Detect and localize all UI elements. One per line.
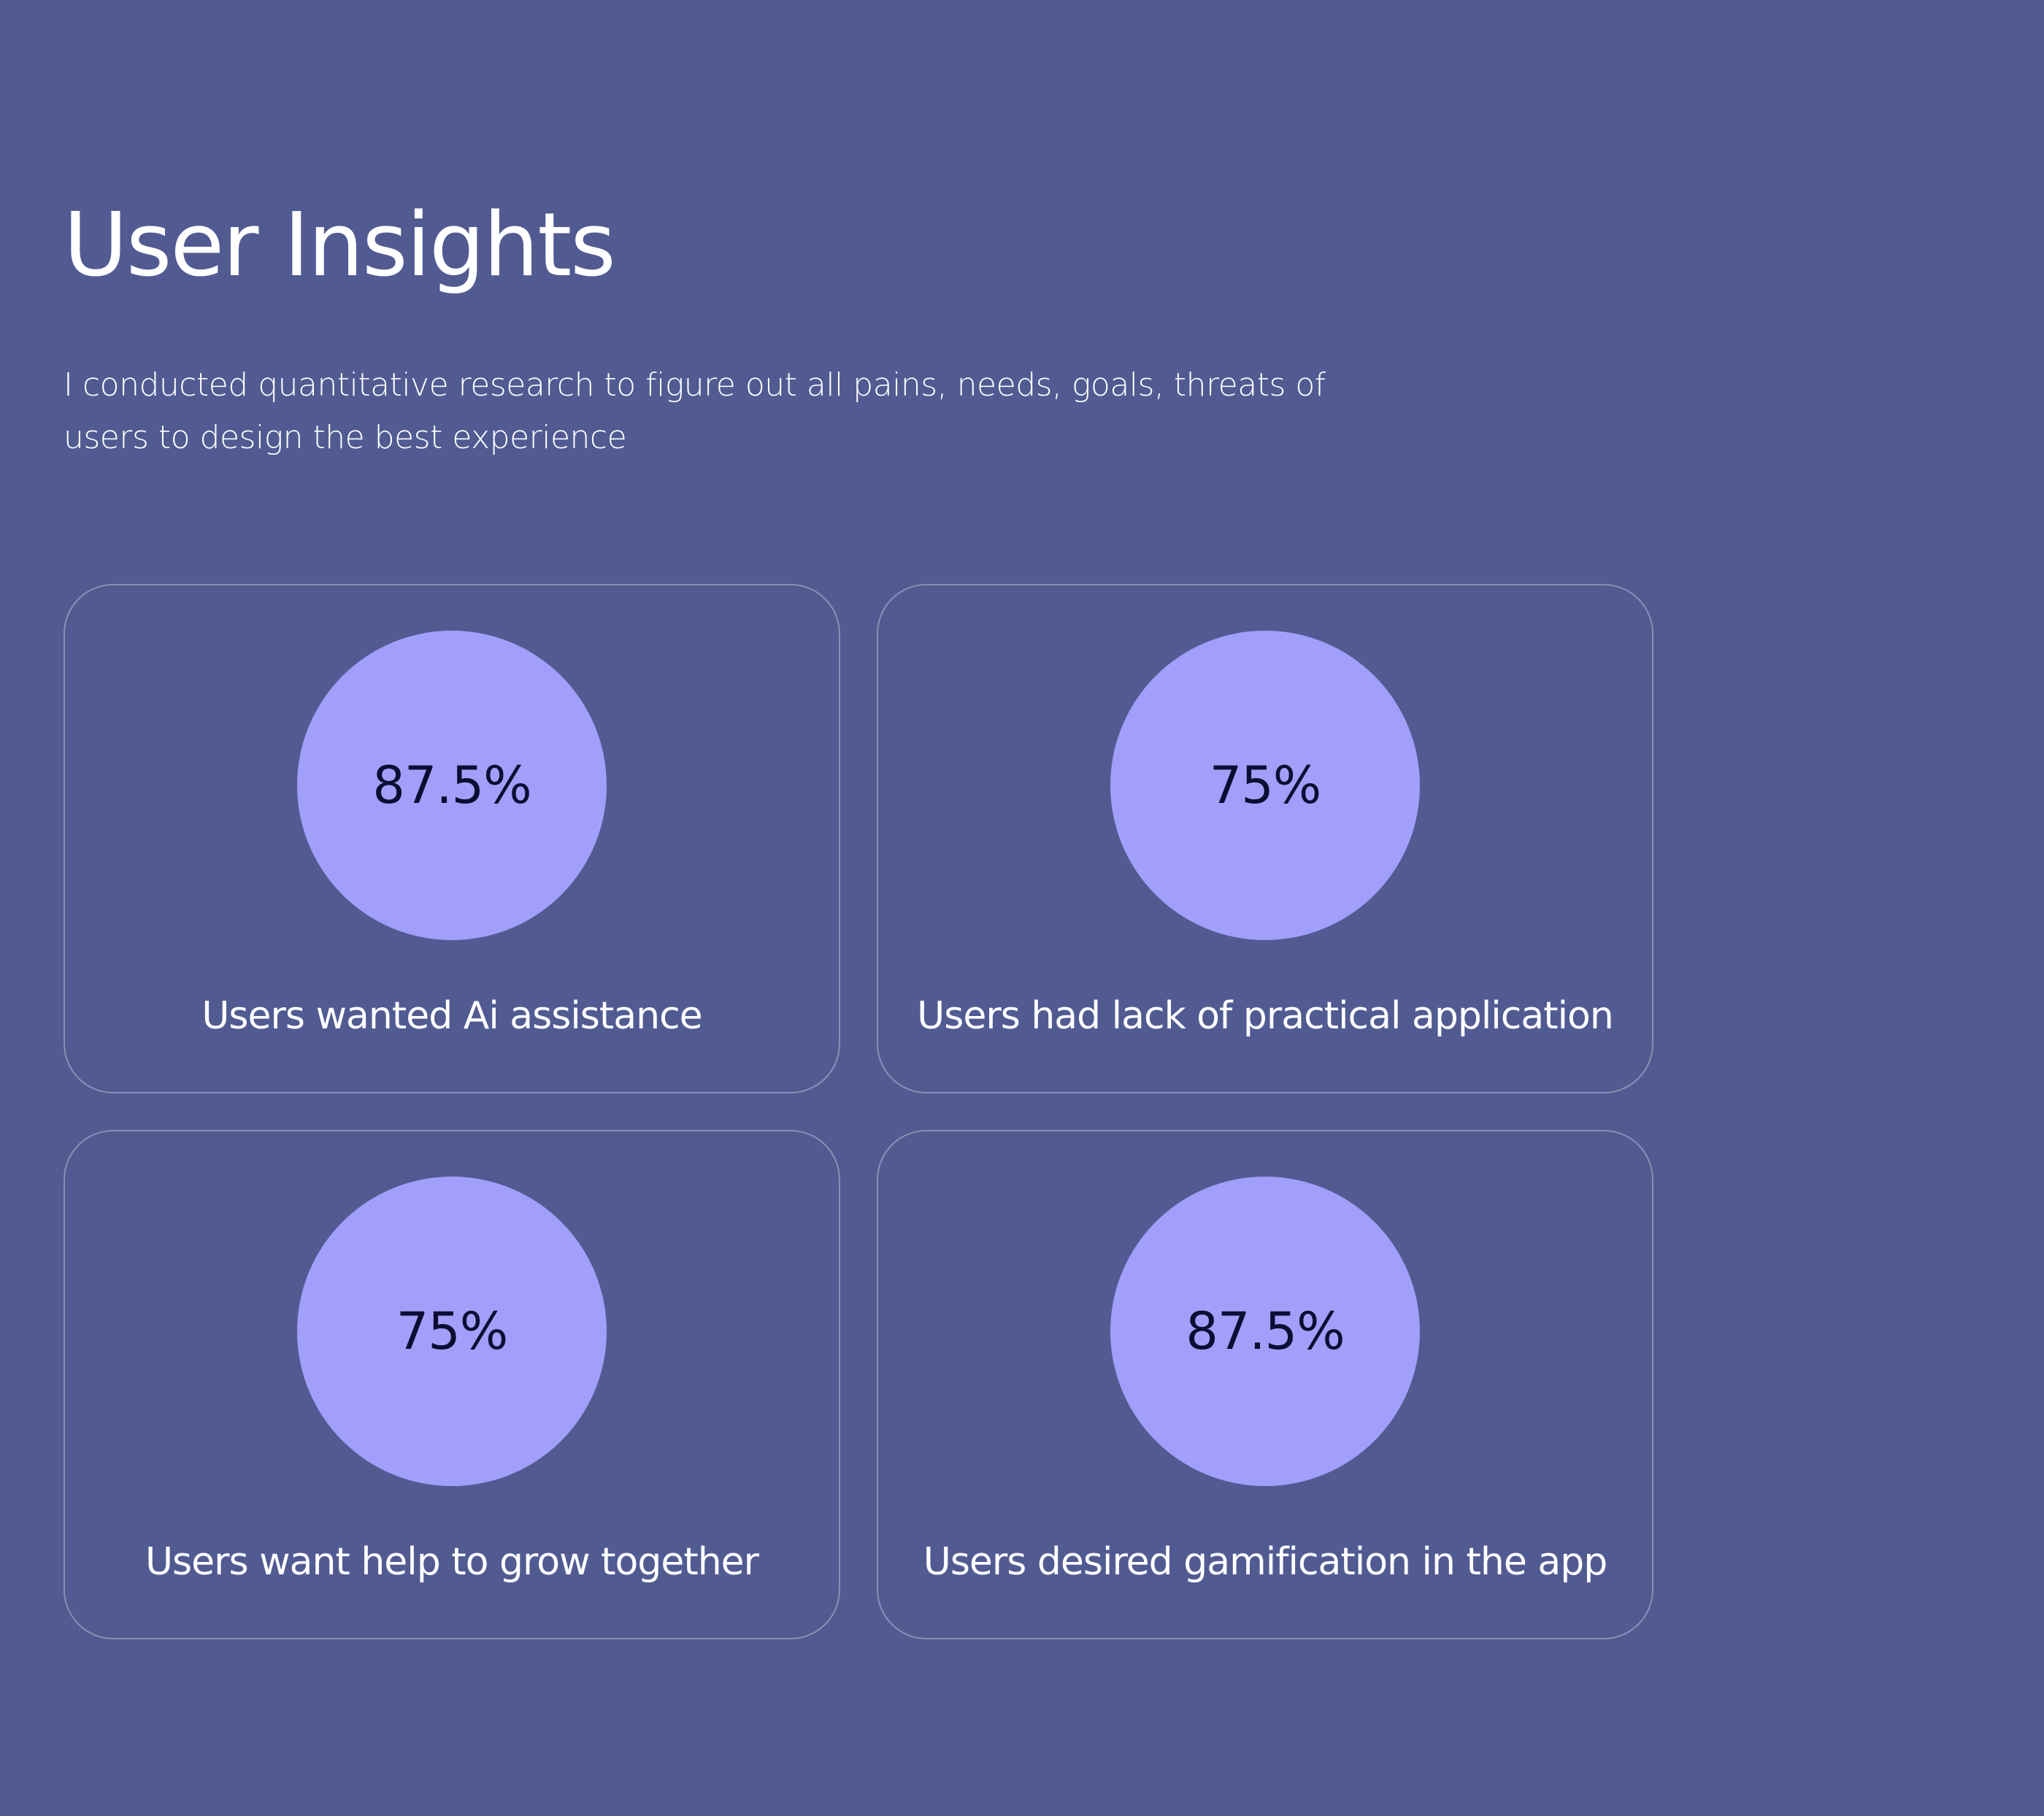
insights-grid: 87.5% Users wanted Ai assistance 75% Use… <box>64 584 1655 1639</box>
stat-value: 87.5% <box>1186 1301 1345 1361</box>
stat-circle: 75% <box>1110 631 1420 940</box>
page-description: I conducted quantitative research to fig… <box>64 366 1326 456</box>
stat-circle: 87.5% <box>1110 1177 1420 1486</box>
insight-label: Users desired gamification in the app <box>923 1540 1607 1584</box>
insight-card-grow-together: 75% Users want help to grow together <box>64 1130 840 1639</box>
page-title: User Insights <box>64 195 616 296</box>
insight-label: Users want help to grow together <box>145 1540 759 1584</box>
stat-value: 75% <box>396 1301 509 1361</box>
insight-label: Users wanted Ai assistance <box>201 994 702 1038</box>
insight-card-ai-assistance: 87.5% Users wanted Ai assistance <box>64 584 840 1093</box>
insight-label: Users had lack of practical application <box>917 994 1614 1038</box>
insight-card-practical-application: 75% Users had lack of practical applicat… <box>877 584 1653 1093</box>
stat-circle: 75% <box>297 1177 607 1486</box>
stat-circle: 87.5% <box>297 631 607 940</box>
stat-value: 87.5% <box>372 755 531 815</box>
stat-value: 75% <box>1209 755 1322 815</box>
insight-card-gamification: 87.5% Users desired gamification in the … <box>877 1130 1653 1639</box>
